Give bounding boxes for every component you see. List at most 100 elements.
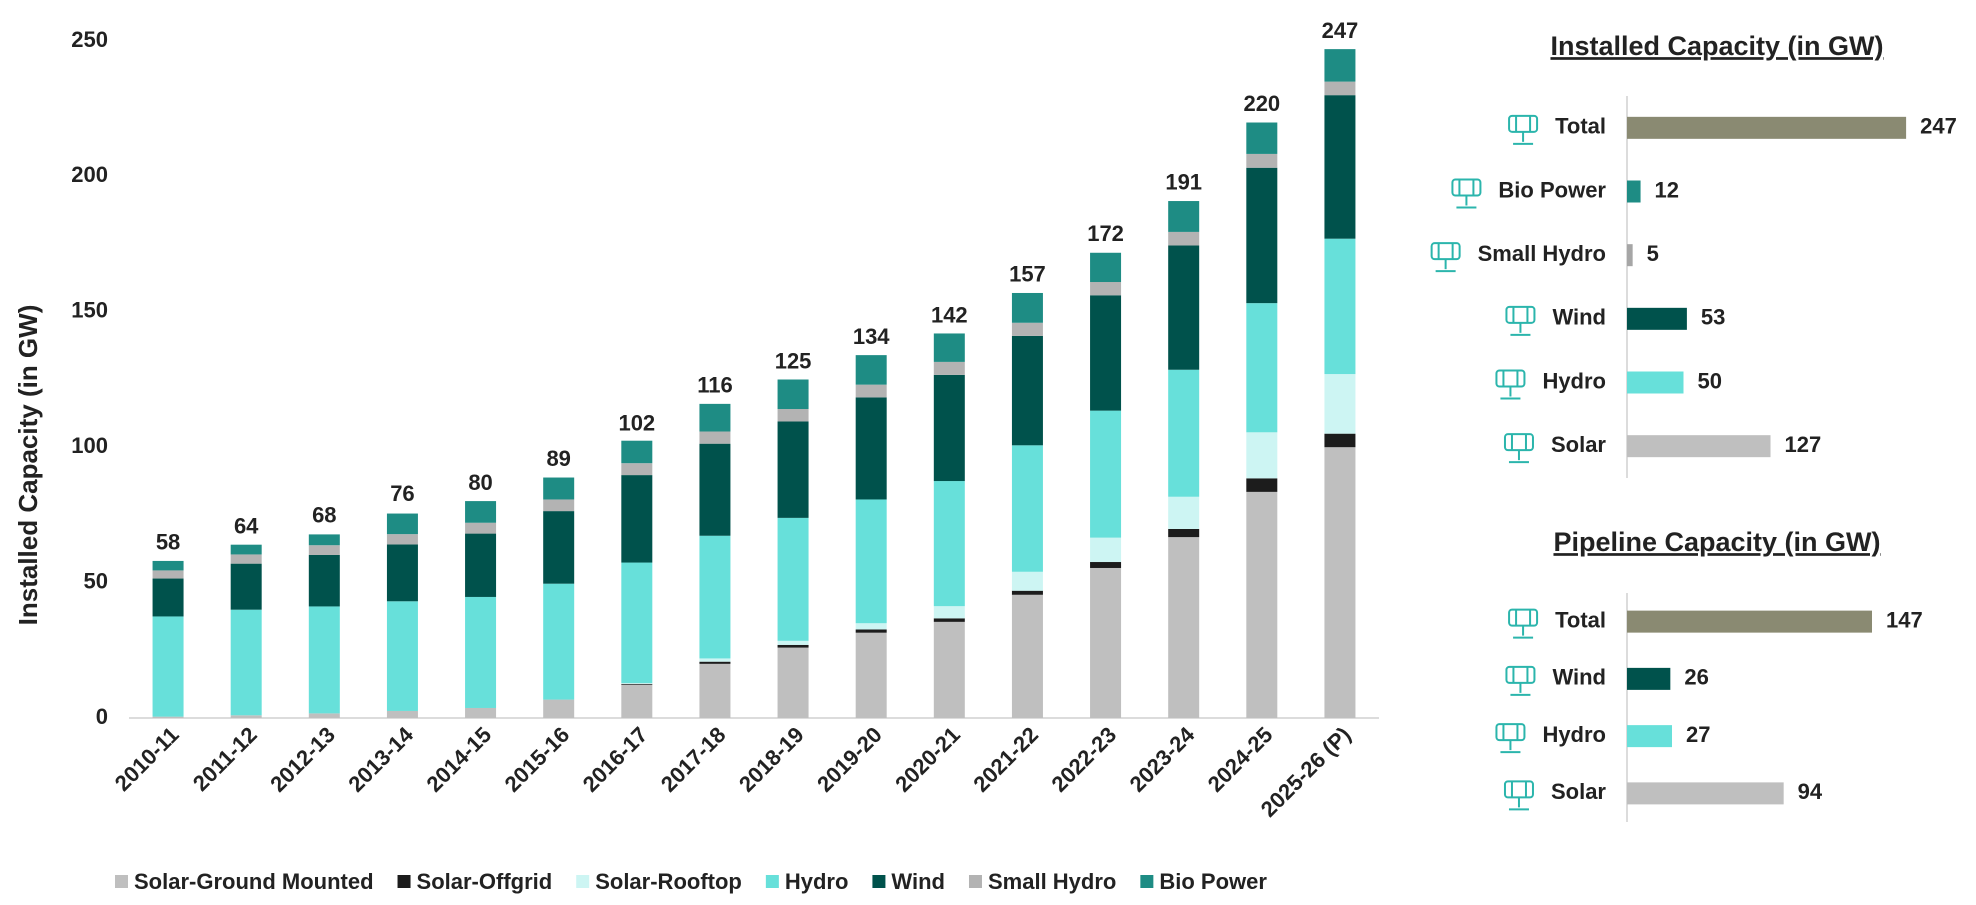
total-label: 68	[312, 503, 336, 528]
total-label: 134	[853, 324, 890, 349]
bar-segment	[855, 623, 887, 630]
bar-segment	[1246, 122, 1278, 154]
category-label: Small Hydro	[1478, 241, 1606, 266]
bar-segment	[386, 513, 418, 535]
bar-segment	[308, 554, 340, 607]
legend-swatch	[1140, 875, 1154, 888]
bar-segment	[1168, 369, 1200, 497]
bar-segment	[1168, 245, 1200, 370]
x-tick-label: 2020-21	[890, 722, 965, 797]
bar-segment	[1011, 445, 1043, 572]
total-label: 157	[1009, 262, 1046, 287]
bar-segment	[1090, 252, 1122, 283]
category-label: Solar	[1551, 779, 1606, 804]
total-label: 142	[931, 302, 968, 327]
value-label: 94	[1798, 779, 1823, 804]
bar-segment	[1246, 153, 1278, 168]
y-tick-label: 200	[71, 162, 108, 187]
bar-segment	[933, 621, 965, 718]
y-tick-label: 250	[71, 27, 108, 52]
icon	[1503, 780, 1534, 811]
bar-segment	[465, 533, 497, 597]
bar-segment	[1168, 528, 1200, 538]
bar-segment	[777, 409, 809, 422]
bar-segment	[621, 683, 653, 685]
bar-segment	[465, 522, 497, 534]
bar-segment	[855, 629, 887, 633]
bar-segment	[777, 640, 809, 645]
total-label: 191	[1165, 170, 1202, 195]
value-label: 147	[1886, 607, 1923, 632]
bar-segment	[230, 609, 262, 716]
bar-segment	[1324, 374, 1356, 434]
bar-segment	[621, 562, 653, 684]
bar	[1627, 725, 1672, 748]
legend-swatch	[397, 875, 411, 888]
bar-segment	[1090, 567, 1122, 718]
bar-segment	[855, 397, 887, 500]
bar-segment	[308, 534, 340, 546]
bar-segment	[308, 545, 340, 555]
legend-label: Bio Power	[1159, 869, 1267, 894]
bar-segment	[1011, 590, 1043, 595]
bar-segment	[152, 716, 184, 718]
bar-segment	[855, 384, 887, 398]
value-label: 26	[1684, 665, 1708, 690]
category-label: Total	[1555, 607, 1606, 632]
bar-segment	[1324, 447, 1356, 718]
value-label: 53	[1701, 305, 1725, 330]
bar	[1627, 116, 1907, 139]
bar	[1627, 180, 1641, 203]
bar-segment	[621, 440, 653, 464]
bar-segment	[777, 644, 809, 648]
icon	[1505, 305, 1536, 336]
bar-segment	[152, 560, 184, 571]
bar-segment	[1324, 433, 1356, 448]
bar-segment	[1090, 537, 1122, 563]
bar-segment	[1324, 238, 1356, 375]
x-tick-label: 2018-19	[734, 722, 809, 797]
y-axis-title: Installed Capacity (in GW)	[13, 305, 43, 626]
value-label: 247	[1920, 114, 1957, 139]
bar	[1627, 667, 1671, 690]
bar-segment	[855, 632, 887, 718]
bar-segment	[1246, 167, 1278, 304]
legend-swatch	[765, 875, 779, 888]
bar	[1627, 371, 1684, 394]
category-label: Bio Power	[1498, 177, 1606, 202]
x-tick-label: 2024-25	[1203, 722, 1278, 797]
total-label: 64	[234, 514, 259, 539]
bar-segment	[1246, 478, 1278, 492]
bar-segment	[777, 421, 809, 518]
bar-segment	[1011, 594, 1043, 718]
bar-segment	[699, 443, 731, 536]
bar-segment	[1090, 295, 1122, 411]
legend-swatch	[115, 875, 128, 888]
bar-segment	[230, 715, 262, 718]
bar-segment	[621, 475, 653, 563]
icon-part	[1505, 305, 1536, 324]
bar-segment	[1090, 562, 1122, 568]
icon	[1430, 242, 1461, 273]
x-tick-label: 2022-23	[1046, 722, 1121, 797]
total-label: 76	[390, 481, 414, 506]
legend-label: Wind	[891, 869, 945, 894]
x-tick-label: 2017-18	[656, 722, 731, 797]
value-label: 50	[1698, 368, 1722, 393]
bar-segment	[465, 501, 497, 523]
bar-segment	[777, 517, 809, 641]
bar-segment	[543, 511, 575, 584]
bar-segment	[465, 596, 497, 708]
x-tick-label: 2021-22	[968, 722, 1043, 797]
total-label: 116	[697, 373, 733, 398]
bar-segment	[386, 534, 418, 545]
total-label: 125	[775, 348, 812, 373]
bar-segment	[621, 683, 653, 684]
bar-segment	[1011, 335, 1043, 446]
bar-segment	[543, 477, 575, 500]
icon	[1508, 608, 1539, 639]
bar-segment	[152, 578, 184, 617]
bar-segment	[543, 583, 575, 700]
category-label: Hydro	[1542, 368, 1606, 393]
bar-segment	[308, 606, 340, 714]
